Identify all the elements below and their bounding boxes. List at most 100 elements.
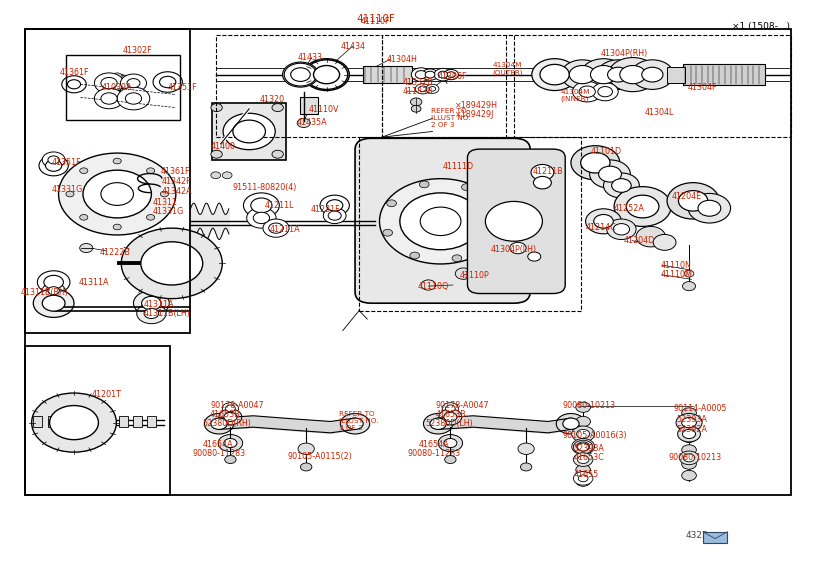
- Text: 41304F: 41304F: [687, 83, 717, 92]
- Text: 41654A: 41654A: [202, 439, 233, 449]
- FancyBboxPatch shape: [355, 139, 530, 303]
- Circle shape: [122, 228, 222, 299]
- Circle shape: [430, 418, 446, 429]
- Text: 41111D: 41111D: [443, 162, 474, 170]
- Circle shape: [101, 182, 134, 205]
- Circle shape: [438, 71, 448, 78]
- Circle shape: [438, 434, 463, 451]
- Circle shape: [313, 66, 339, 84]
- Circle shape: [528, 252, 541, 261]
- Circle shape: [323, 207, 346, 223]
- Circle shape: [121, 75, 130, 82]
- Text: 90105-A0115(2): 90105-A0115(2): [287, 451, 353, 461]
- Text: 52393A: 52393A: [676, 415, 707, 424]
- Circle shape: [598, 87, 613, 97]
- Text: 41214C: 41214C: [586, 222, 616, 231]
- Text: 41252A: 41252A: [614, 203, 644, 213]
- Circle shape: [137, 303, 166, 324]
- Circle shape: [679, 451, 698, 465]
- Circle shape: [425, 71, 435, 78]
- Circle shape: [68, 80, 81, 89]
- Circle shape: [411, 68, 431, 82]
- Circle shape: [222, 402, 238, 414]
- Circle shape: [684, 270, 694, 277]
- Circle shape: [462, 184, 472, 190]
- Text: 41342A: 41342A: [162, 187, 193, 196]
- Text: 41304L: 41304L: [645, 108, 674, 117]
- Circle shape: [444, 70, 459, 80]
- Circle shape: [682, 282, 695, 291]
- Bar: [66, 55, 180, 120]
- Text: 90178-A0047: 90178-A0047: [436, 401, 490, 410]
- Circle shape: [445, 455, 456, 463]
- Circle shape: [608, 67, 629, 82]
- Bar: [363, 66, 412, 83]
- Circle shape: [572, 426, 595, 442]
- Bar: [506, 35, 791, 137]
- Circle shape: [681, 445, 696, 455]
- Circle shape: [642, 67, 663, 82]
- Circle shape: [222, 172, 232, 178]
- Text: 90080-11283: 90080-11283: [408, 449, 461, 458]
- Circle shape: [627, 195, 659, 218]
- Bar: [212, 103, 286, 160]
- Text: 41654A: 41654A: [419, 439, 450, 449]
- Text: 52393A: 52393A: [574, 443, 604, 453]
- Circle shape: [218, 434, 242, 451]
- Circle shape: [219, 409, 242, 425]
- Circle shape: [101, 81, 111, 88]
- Text: 90080-10213: 90080-10213: [563, 401, 616, 410]
- Circle shape: [682, 429, 695, 438]
- Circle shape: [141, 242, 202, 285]
- Text: 41331G: 41331G: [153, 207, 184, 216]
- Circle shape: [490, 195, 499, 201]
- Text: 41211A: 41211A: [269, 225, 300, 234]
- Circle shape: [577, 429, 590, 438]
- Circle shape: [681, 419, 696, 429]
- Circle shape: [340, 413, 370, 434]
- Circle shape: [579, 86, 596, 97]
- Circle shape: [161, 191, 169, 197]
- Text: 41304M
(OUTER): 41304M (OUTER): [492, 62, 522, 76]
- Circle shape: [263, 219, 289, 237]
- Text: 41201T: 41201T: [91, 390, 122, 398]
- Circle shape: [530, 242, 538, 248]
- Bar: [25, 29, 189, 333]
- Circle shape: [576, 442, 591, 452]
- Circle shape: [328, 211, 341, 220]
- Circle shape: [126, 93, 142, 104]
- Circle shape: [387, 200, 397, 207]
- Text: 41653C: 41653C: [574, 453, 604, 462]
- Circle shape: [101, 93, 118, 104]
- Circle shape: [681, 432, 696, 442]
- Circle shape: [522, 158, 563, 186]
- Text: REFER TO
ILLUST NO.
3 OF 3: REFER TO ILLUST NO. 3 OF 3: [339, 411, 378, 431]
- Circle shape: [683, 454, 694, 462]
- Bar: [25, 346, 170, 495]
- Circle shape: [632, 60, 673, 89]
- Text: 90080-10213: 90080-10213: [668, 453, 722, 462]
- Circle shape: [429, 87, 436, 91]
- Circle shape: [153, 72, 182, 92]
- Circle shape: [48, 156, 60, 164]
- Text: 41183B: 41183B: [402, 87, 432, 96]
- Bar: [703, 532, 727, 543]
- Circle shape: [576, 430, 591, 441]
- Circle shape: [678, 190, 707, 211]
- Text: 41304H: 41304H: [387, 55, 418, 64]
- Bar: [215, 35, 382, 137]
- Circle shape: [223, 113, 275, 150]
- Circle shape: [121, 87, 130, 93]
- Circle shape: [532, 59, 578, 91]
- Circle shape: [103, 74, 132, 95]
- Text: 41110N: 41110N: [660, 260, 691, 270]
- Text: 41110F: 41110F: [356, 14, 395, 24]
- Circle shape: [383, 229, 392, 236]
- Circle shape: [211, 172, 220, 178]
- Text: 41110Q: 41110Q: [418, 282, 449, 291]
- Circle shape: [698, 200, 721, 216]
- Circle shape: [455, 268, 472, 279]
- Circle shape: [415, 71, 427, 79]
- Circle shape: [80, 214, 88, 220]
- Text: 41204D: 41204D: [624, 236, 655, 245]
